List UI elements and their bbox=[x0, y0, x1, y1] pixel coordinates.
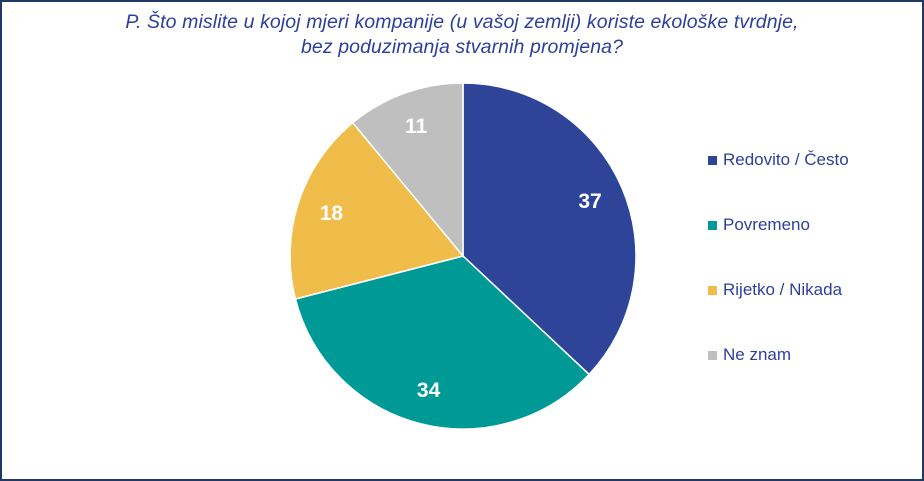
legend-swatch bbox=[708, 350, 717, 360]
legend-label: Redovito / Često bbox=[723, 150, 849, 169]
pie-slice-rijetko bbox=[289, 121, 465, 300]
legend: Redovito / Često Povremeno Rijetko / Nik… bbox=[708, 148, 849, 408]
slice-label-ne-znam: 11 bbox=[405, 115, 428, 138]
pie-slice-povremeno bbox=[294, 255, 591, 430]
legend-swatch bbox=[708, 155, 717, 165]
legend-item-rijetko: Rijetko / Nikada bbox=[708, 278, 849, 302]
legend-label: Rijetko / Nikada bbox=[723, 280, 843, 299]
legend-item-ne-znam: Ne znam bbox=[708, 343, 849, 367]
slice-label-redovito: 37 bbox=[578, 190, 601, 213]
chart-title-line-2: bez poduzimanja stvarnih promjena? bbox=[300, 36, 624, 58]
chart-title: P. Što mislite u kojoj mjeri kompanije (… bbox=[2, 10, 922, 60]
slice-label-povremeno: 34 bbox=[417, 379, 441, 402]
pie-slice-ne-znam bbox=[351, 82, 464, 259]
legend-item-redovito: Redovito / Često bbox=[708, 148, 849, 172]
pie-slice-redovito bbox=[462, 82, 637, 376]
legend-swatch bbox=[708, 220, 717, 230]
legend-swatch bbox=[708, 285, 717, 295]
legend-item-povremeno: Povremeno bbox=[708, 213, 849, 237]
legend-label: Povremeno bbox=[723, 215, 810, 234]
legend-label: Ne znam bbox=[723, 345, 792, 364]
slice-label-rijetko: 18 bbox=[320, 202, 344, 225]
chart-title-line-1: P. Što mislite u kojoj mjeri kompanije (… bbox=[125, 11, 799, 33]
